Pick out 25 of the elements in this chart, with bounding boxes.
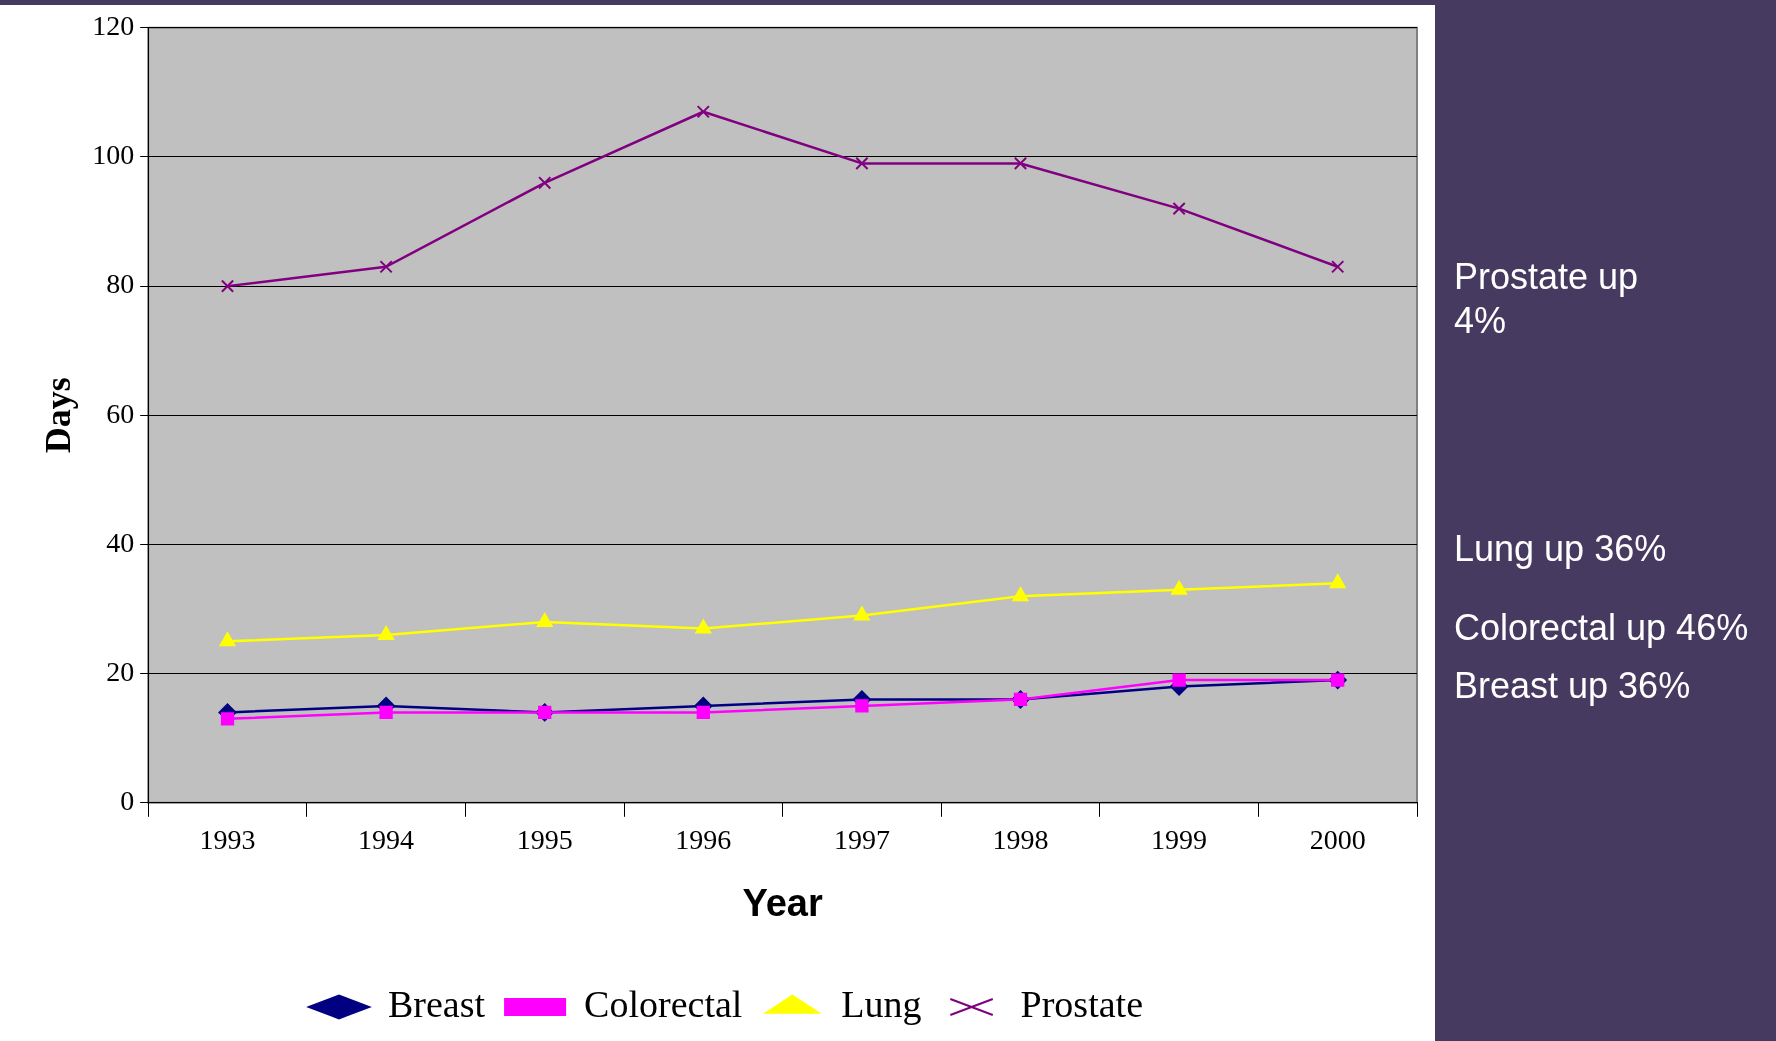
x-tick-label: 1995 <box>516 823 573 855</box>
x-axis-title: Year <box>742 881 823 924</box>
text: Breast up 36% <box>1454 664 1692 708</box>
y-tick-label: 80 <box>106 268 135 300</box>
legend-label: Lung <box>841 982 922 1025</box>
y-tick-label: 40 <box>106 526 135 558</box>
legend-label: Prostate <box>1020 982 1144 1025</box>
x-tick-label: 1998 <box>992 823 1049 855</box>
y-tick-label: 120 <box>92 10 135 42</box>
x-tick-label: 1996 <box>675 823 732 855</box>
y-tick-label: 100 <box>92 139 135 171</box>
y-tick-label: 60 <box>106 397 135 429</box>
y-tick-label: 20 <box>106 655 135 687</box>
text: Prostate up 4% <box>1454 255 1640 343</box>
y-tick-label: 0 <box>120 785 135 817</box>
x-tick-label: 1997 <box>833 823 890 855</box>
x-tick-label: 1993 <box>199 823 256 855</box>
x-tick-label: 1999 <box>1151 823 1208 855</box>
y-axis-title: Days <box>37 377 78 454</box>
x-tick-label: 1994 <box>358 823 415 855</box>
x-tick-label: 2000 <box>1309 823 1366 855</box>
legend-label: Colorectal <box>584 982 743 1025</box>
text: Lung up 36% <box>1454 527 1668 571</box>
text: Colorectal up 46% <box>1454 606 1750 650</box>
legend-label: Breast <box>388 982 486 1025</box>
